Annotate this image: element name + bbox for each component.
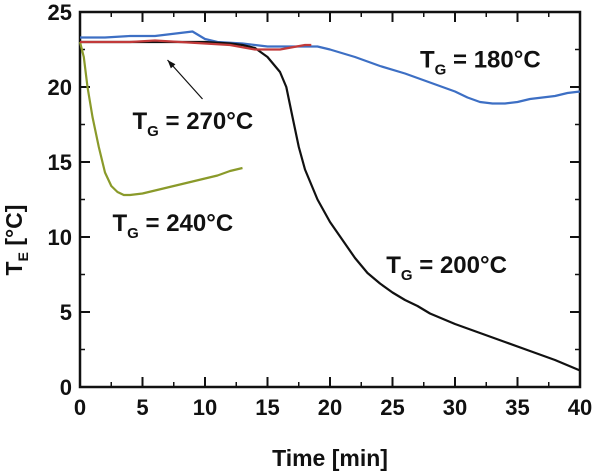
annotation-rest: = 180°C: [446, 47, 540, 74]
annotation-main: T: [386, 252, 401, 279]
series-line-3: [80, 39, 312, 51]
annotation-sub: G: [435, 62, 447, 79]
x-tick-label: 40: [568, 395, 592, 420]
y-tick-label: 10: [48, 225, 72, 250]
ticks: [79, 11, 581, 388]
x-tick-label: 5: [136, 395, 148, 420]
annotation-main: T: [420, 47, 435, 74]
y-tick-label: 0: [60, 375, 72, 400]
arrow-line: [167, 59, 203, 100]
tick-labels: 0 5 10 15 20 25 30 35 40 0 5 10 15 20 25: [48, 0, 593, 420]
x-tick-label: 15: [255, 395, 279, 420]
y-tick-label: 20: [48, 75, 72, 100]
svg-text:TE [°C]: TE [°C]: [1, 205, 31, 276]
y-tick-label: 15: [48, 150, 72, 175]
x-tick-label: 30: [443, 395, 467, 420]
annotations: TG = 180°CTG = 270°CTG = 240°CTG = 200°C: [113, 47, 541, 285]
annotation-1: TG = 270°C: [133, 108, 254, 140]
x-tick-label: 0: [74, 395, 86, 420]
x-tick-label: 35: [505, 395, 529, 420]
annotation-main: T: [113, 210, 128, 237]
x-tick-label: 25: [380, 395, 404, 420]
annotation-2: TG = 240°C: [113, 210, 234, 242]
x-tick-label: 10: [193, 395, 217, 420]
series-line-0: [80, 30, 581, 105]
x-tick-label: 20: [318, 395, 342, 420]
y-axis-title-main: T: [1, 261, 27, 275]
annotation-0: TG = 180°C: [420, 47, 541, 79]
annotation-rest: = 270°C: [159, 108, 253, 135]
y-axis-title-sub: E: [15, 252, 31, 261]
series-group: [78, 30, 581, 372]
annotation-main: T: [133, 108, 148, 135]
y-axis-title-unit: [°C]: [1, 205, 27, 253]
annotation-rest: = 200°C: [413, 252, 507, 279]
series-line-2: [78, 41, 243, 197]
annotation-sub: G: [401, 267, 413, 284]
arrow-head: [167, 60, 176, 69]
y-axis-title: TE [°C]: [1, 205, 31, 276]
annotation-sub: G: [127, 225, 139, 242]
annotation-rest: = 240°C: [139, 210, 233, 237]
y-tick-label: 5: [60, 300, 72, 325]
x-axis-title: Time [min]: [272, 445, 388, 471]
series-line-1: [80, 40, 581, 372]
annotation-sub: G: [147, 123, 159, 140]
y-tick-label: 25: [48, 0, 72, 25]
annotation-3: TG = 200°C: [386, 252, 507, 284]
